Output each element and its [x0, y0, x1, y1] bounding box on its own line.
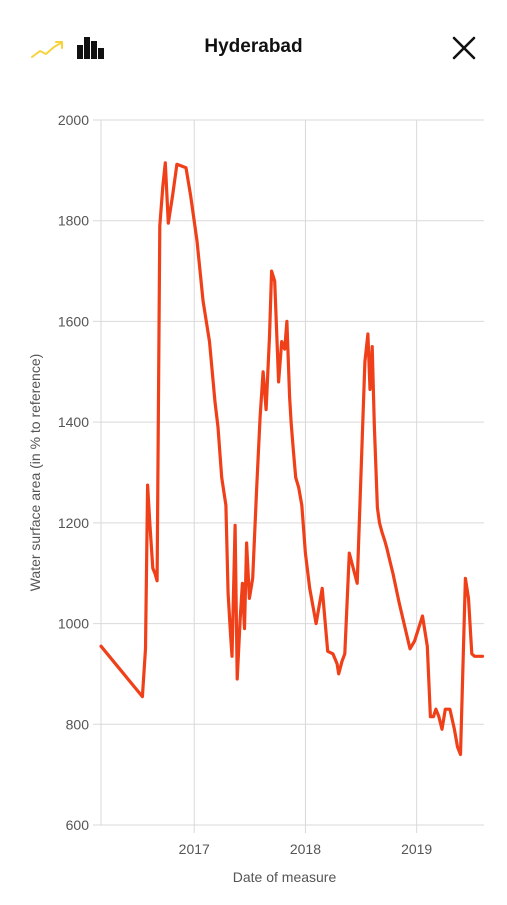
- x-tick-label: 2018: [290, 841, 321, 857]
- y-tick-label: 1600: [58, 313, 89, 329]
- y-tick-label: 800: [66, 716, 90, 732]
- line-chart: 600 800 1000 1200 1400 1600 1800 2000 2017 2018 20…: [27, 112, 485, 885]
- close-icon[interactable]: [451, 35, 477, 61]
- bar-chart-icon[interactable]: [76, 35, 106, 60]
- series-line: [99, 161, 485, 757]
- y-axis-label: Water surface area (in % to reference): [27, 354, 43, 592]
- y-tick-label: 1200: [58, 515, 89, 531]
- x-tick-label: 2019: [401, 841, 432, 857]
- y-tick-label: 600: [66, 817, 90, 833]
- y-tick-label: 2000: [58, 112, 89, 128]
- line-chart-icon[interactable]: [30, 38, 68, 60]
- axes: 600 800 1000 1200 1400 1600 1800 2000 2017 2018 20…: [58, 112, 433, 857]
- x-tick-label: 2017: [179, 841, 210, 857]
- grid: [93, 119, 484, 833]
- x-axis-label: Date of measure: [233, 869, 337, 885]
- y-tick-label: 1400: [58, 414, 89, 430]
- top-bar: Hyderabad: [0, 0, 507, 95]
- series-layer: [99, 161, 485, 757]
- y-tick-label: 1800: [58, 213, 89, 229]
- page-title: Hyderabad: [204, 36, 303, 57]
- chart-area: 600 800 1000 1200 1400 1600 1800 2000 2017 2018 20…: [0, 95, 507, 905]
- y-tick-label: 1000: [58, 616, 89, 632]
